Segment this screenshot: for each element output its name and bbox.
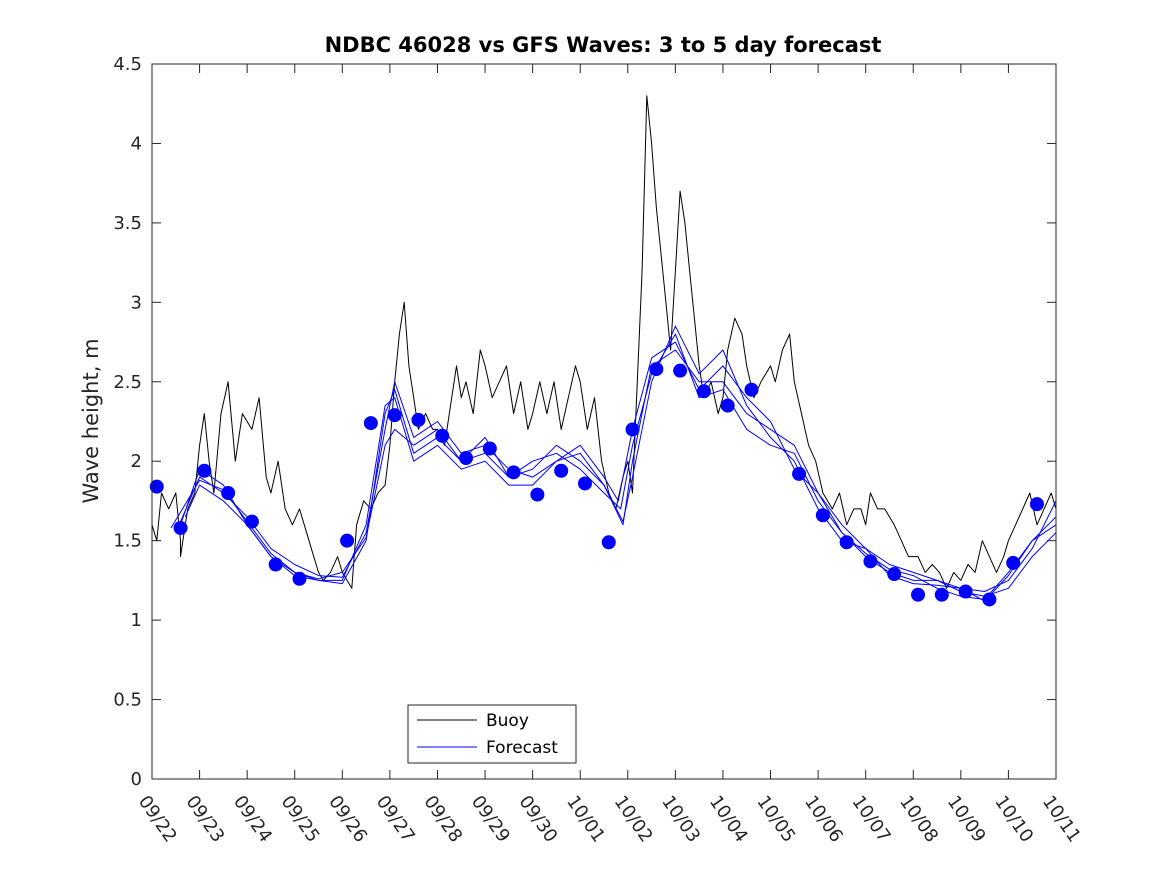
forecast-point	[744, 382, 759, 397]
plot-area	[149, 95, 1057, 607]
axis-ticks	[151, 63, 1057, 780]
forecast-point	[459, 451, 474, 466]
forecast-line-1	[175, 349, 1057, 592]
forecast-point	[887, 567, 902, 582]
forecast-point	[601, 535, 616, 550]
forecast-point	[815, 508, 830, 523]
forecast-point	[173, 520, 188, 535]
legend: Buoy Forecast	[407, 704, 577, 764]
forecast-point	[982, 592, 997, 607]
forecast-point	[958, 584, 973, 599]
y-tick-label: 2	[131, 451, 142, 472]
y-tick-labels: 0 0.5 1 1.5 2 2.5 3 3.5 4 4.5	[113, 54, 142, 790]
forecast-line-3	[184, 341, 1057, 600]
y-tick-label: 1	[131, 610, 142, 631]
y-tick-label: 3.5	[113, 213, 142, 234]
y-tick-label: 4	[131, 133, 142, 154]
buoy-line	[151, 95, 1057, 589]
forecast-point	[649, 362, 664, 377]
forecast-point	[268, 557, 283, 572]
forecast-point	[340, 533, 355, 548]
forecast-point	[625, 422, 640, 437]
forecast-point	[411, 412, 426, 427]
forecast-point	[720, 398, 735, 413]
chart-title: NDBC 46028 vs GFS Waves: 3 to 5 day fore…	[325, 33, 882, 57]
forecast-point	[577, 476, 592, 491]
forecast-line-4	[170, 325, 1057, 602]
forecast-point	[292, 571, 307, 586]
forecast-point	[221, 486, 236, 500]
forecast-point	[363, 416, 378, 431]
forecast-point	[197, 463, 212, 478]
forecast-point	[506, 465, 521, 480]
forecast-point	[934, 587, 949, 602]
forecast-point	[387, 408, 402, 423]
forecast-point	[244, 514, 259, 529]
forecast-point	[149, 479, 164, 494]
forecast-point	[530, 487, 545, 502]
legend-box	[407, 704, 577, 764]
forecast-point	[554, 463, 569, 478]
axes-box	[151, 63, 1057, 780]
y-tick-label: 0	[131, 769, 142, 790]
forecast-point	[696, 384, 711, 399]
forecast-point	[1006, 555, 1021, 570]
y-tick-label: 0.5	[113, 690, 142, 711]
forecast-point	[839, 535, 854, 550]
y-tick-label: 2.5	[113, 372, 142, 393]
legend-forecast-label: Forecast	[486, 738, 558, 758]
y-axis-label: Wave height, m	[79, 338, 103, 503]
y-tick-label: 4.5	[113, 54, 142, 75]
y-tick-label: 1.5	[113, 531, 142, 552]
forecast-point	[792, 466, 807, 481]
forecast-point	[673, 363, 688, 378]
forecast-point	[482, 441, 497, 456]
y-tick-label: 3	[131, 292, 142, 313]
forecast-point	[435, 428, 450, 443]
forecast-point	[1029, 497, 1044, 512]
legend-buoy-label: Buoy	[486, 711, 529, 731]
forecast-point	[911, 587, 926, 602]
forecast-point	[863, 554, 878, 569]
